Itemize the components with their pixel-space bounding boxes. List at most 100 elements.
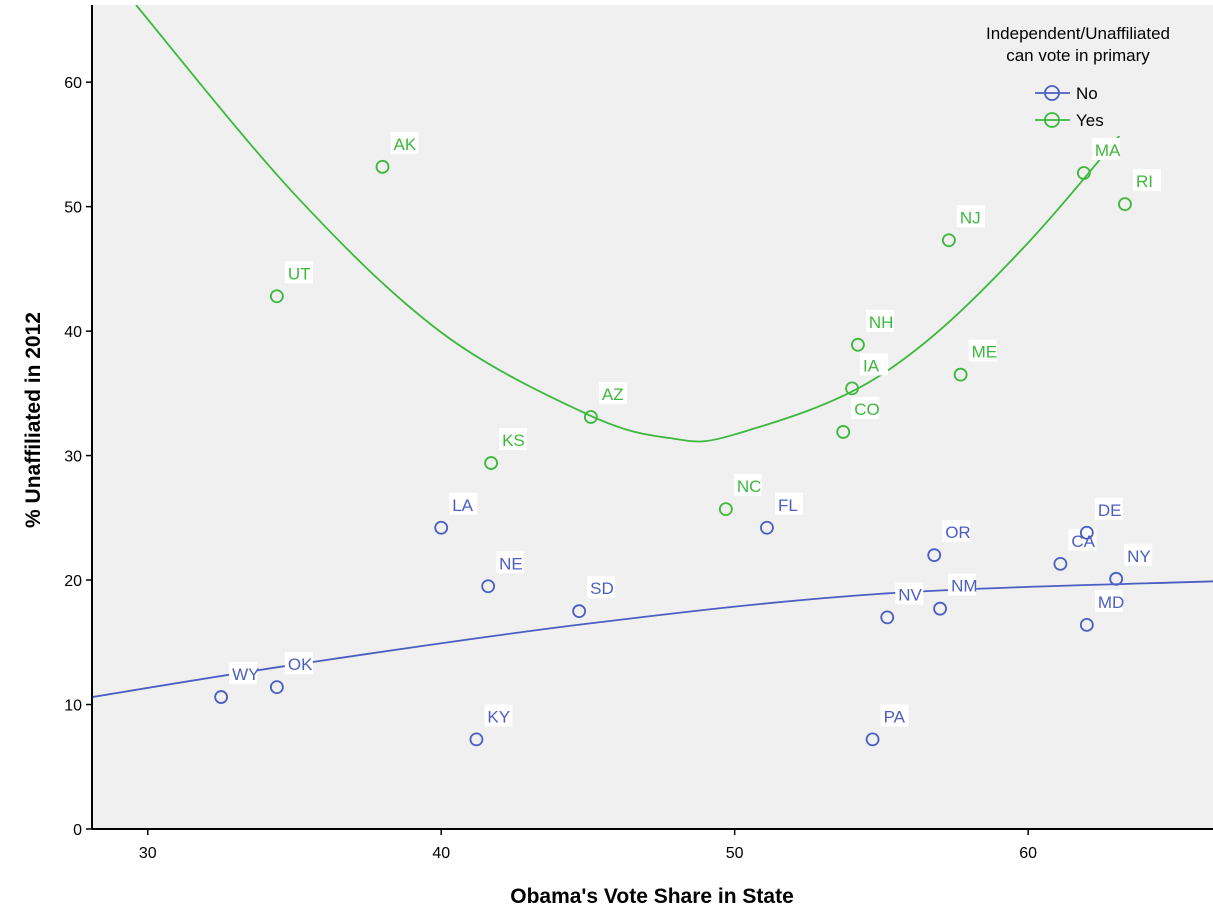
legend-marker-no xyxy=(1044,85,1060,101)
point-ks xyxy=(484,456,498,470)
point-ri xyxy=(1118,197,1132,212)
point-ma xyxy=(1076,166,1091,180)
y-axis-title: % Unaffiliated in 2012 xyxy=(22,312,45,528)
point-or xyxy=(927,548,942,563)
legend: Independent/Unaffiliated can vote in prim… xyxy=(938,18,1213,136)
point-label-la: LA xyxy=(452,496,473,515)
point-label-bg xyxy=(284,652,313,675)
y-tick-label: 0 xyxy=(73,822,82,839)
point-label-bg xyxy=(851,396,880,419)
point-label-ks: KS xyxy=(502,431,525,450)
legend-title-line: Independent/Unaffiliated xyxy=(986,24,1170,43)
point-label-bg xyxy=(860,353,889,376)
point-label-or: OR xyxy=(945,523,971,542)
point-wy xyxy=(214,690,229,704)
point-label-bg xyxy=(229,662,258,685)
point-label-co: CO xyxy=(854,400,880,419)
legend-title-line: can vote in primary xyxy=(1006,46,1150,65)
point-ky xyxy=(469,732,484,747)
point-label-ne: NE xyxy=(499,554,523,573)
x-tick-label: 60 xyxy=(1019,845,1037,862)
point-nm xyxy=(933,601,947,616)
point-label-de: DE xyxy=(1098,501,1122,520)
point-nc xyxy=(718,502,733,517)
point-label-wy: WY xyxy=(232,665,259,684)
point-label-pa: PA xyxy=(884,707,906,726)
point-md xyxy=(1079,617,1094,632)
point-label-ca: CA xyxy=(1071,532,1095,551)
point-label-ut: UT xyxy=(288,264,311,283)
point-label-bg xyxy=(284,261,313,284)
y-tick-label: 40 xyxy=(64,324,82,341)
point-ok xyxy=(269,680,284,695)
y-tick-label: 20 xyxy=(64,573,82,590)
point-fl xyxy=(760,520,774,535)
legend-label-yes: Yes xyxy=(1076,111,1104,130)
point-label-nm: NM xyxy=(951,577,977,596)
point-label-bg xyxy=(449,492,478,515)
point-label-bg xyxy=(968,339,997,362)
point-label-nc: NC xyxy=(737,477,762,496)
point-label-bg xyxy=(598,382,627,404)
point-label-bg xyxy=(1094,497,1123,520)
point-me xyxy=(953,367,968,382)
y-tick-label: 60 xyxy=(64,75,82,92)
point-label-bg xyxy=(484,704,513,727)
point-label-ma: MA xyxy=(1095,141,1121,160)
legend-background xyxy=(938,18,1213,136)
y-tick-label: 10 xyxy=(64,698,82,715)
point-label-az: AZ xyxy=(602,385,624,404)
point-de xyxy=(1079,525,1094,540)
point-nj xyxy=(941,233,956,248)
point-label-bg xyxy=(1091,138,1120,161)
point-label-bg xyxy=(942,520,971,543)
y-tick-label: 50 xyxy=(64,200,82,217)
point-ny xyxy=(1109,571,1124,586)
point-label-bg xyxy=(499,428,528,451)
point-label-bg xyxy=(1132,169,1161,192)
point-ia xyxy=(845,381,859,396)
point-label-ky: KY xyxy=(487,707,510,726)
point-label-bg xyxy=(774,492,803,515)
y-tick-label: 30 xyxy=(64,449,82,466)
point-label-bg xyxy=(1094,589,1123,612)
x-tick-label: 40 xyxy=(432,845,450,862)
legend-label-no: No xyxy=(1076,84,1098,103)
point-label-sd: SD xyxy=(590,579,614,598)
point-label-ak: AK xyxy=(394,135,417,154)
point-label-bg xyxy=(733,474,762,497)
point-label-ri: RI xyxy=(1136,172,1153,191)
legend-marker-yes xyxy=(1044,112,1060,128)
point-co xyxy=(836,425,851,439)
point-label-nv: NV xyxy=(898,585,922,604)
point-label-ny: NY xyxy=(1127,547,1151,566)
point-sd xyxy=(572,604,587,619)
point-ne xyxy=(481,579,496,594)
point-label-bg xyxy=(956,205,985,228)
point-pa xyxy=(865,732,880,747)
point-label-ok: OK xyxy=(288,655,313,674)
point-nh xyxy=(851,337,865,352)
fit-line-yes xyxy=(135,5,1213,443)
point-label-bg xyxy=(865,309,894,332)
point-label-bg xyxy=(1068,528,1097,551)
point-label-bg xyxy=(948,573,977,596)
x-tick-label: 50 xyxy=(726,845,744,862)
point-label-nj: NJ xyxy=(960,208,981,227)
point-la xyxy=(434,520,449,535)
point-ak xyxy=(375,159,390,174)
x-tick-label: 30 xyxy=(139,845,157,862)
point-label-bg xyxy=(895,582,924,605)
x-axis-title: Obama's Vote Share in State xyxy=(510,885,794,908)
point-label-md: MD xyxy=(1098,593,1124,612)
plot-area xyxy=(92,5,1213,829)
point-ut xyxy=(269,289,284,304)
point-label-ia: IA xyxy=(863,356,880,375)
point-label-nh: NH xyxy=(869,313,894,332)
point-nv xyxy=(880,610,895,625)
point-label-bg xyxy=(587,576,616,599)
point-az xyxy=(583,410,598,424)
point-ca xyxy=(1053,556,1068,571)
point-label-bg xyxy=(390,131,419,154)
